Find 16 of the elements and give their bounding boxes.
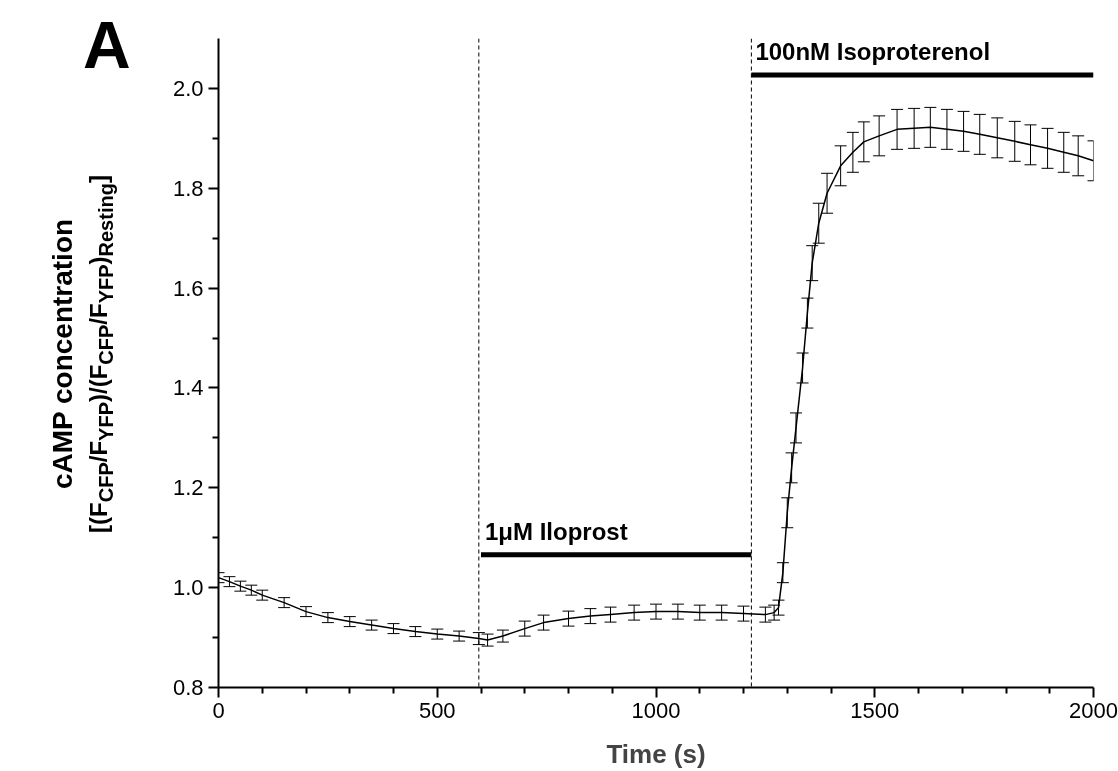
y-tick-label: 1.0 — [172, 575, 204, 601]
y-tick-label: 1.6 — [172, 275, 204, 301]
y-tick-label: 1.2 — [172, 475, 204, 501]
x-tick-label: 500 — [418, 697, 456, 723]
text: A — [83, 7, 131, 84]
x-tick-label: 1500 — [850, 697, 900, 723]
y-tick-label: 1.8 — [172, 175, 204, 201]
x-tick-label: 2000 — [1069, 697, 1118, 723]
y-tick-label: 1.4 — [172, 375, 204, 401]
x-tick-label: 1000 — [631, 697, 681, 723]
y-tick-label: 2.0 — [172, 75, 204, 101]
annotation: 100nM Isoproterenol — [755, 37, 991, 65]
x-axis-title: Time (s) — [606, 738, 706, 769]
annotation: 1μM Iloprost — [485, 517, 628, 545]
y-tick-label: 0.8 — [172, 675, 204, 700]
x-tick-label: 0 — [212, 697, 225, 723]
